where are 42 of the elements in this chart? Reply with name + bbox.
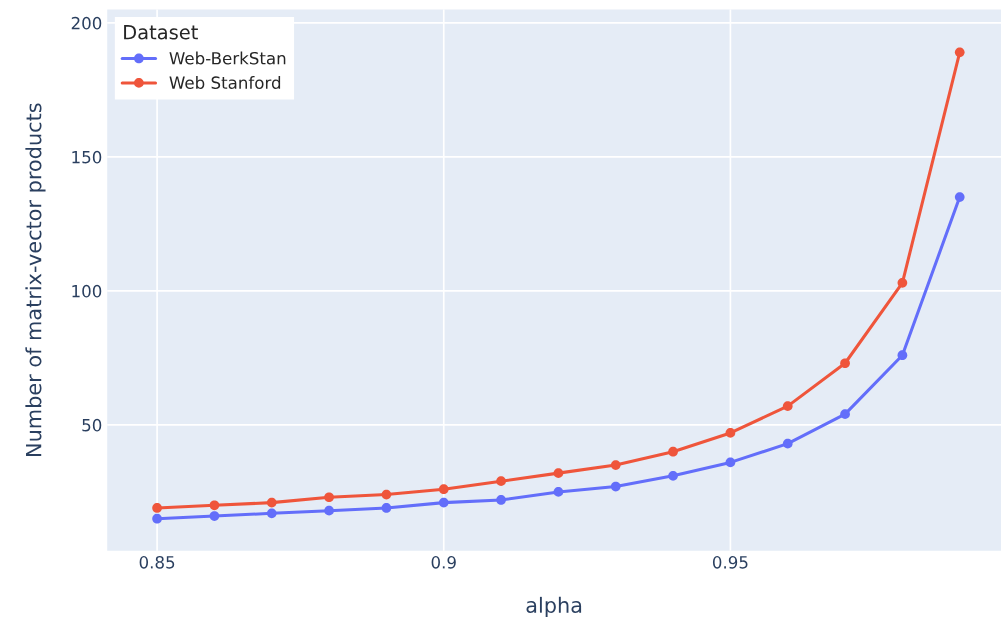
point	[324, 492, 334, 503]
x-tick-label: 0.85	[139, 556, 175, 569]
point	[209, 500, 220, 511]
point	[897, 350, 908, 361]
point	[840, 358, 850, 369]
y-tick-label: 150	[72, 150, 102, 164]
point	[266, 508, 277, 519]
point	[152, 503, 162, 513]
point	[152, 513, 162, 524]
point	[324, 505, 334, 516]
point	[381, 489, 392, 500]
point	[496, 476, 506, 487]
point	[610, 460, 621, 470]
y-tick-label: 100	[72, 284, 102, 298]
legend-label: Web Stanford	[169, 76, 281, 89]
x-tick-label: 0.95	[712, 556, 748, 569]
point	[782, 438, 793, 449]
point	[610, 481, 621, 492]
point	[438, 484, 449, 495]
y-tick-label: 200	[71, 16, 102, 30]
point	[553, 468, 564, 478]
point	[438, 497, 449, 508]
point	[381, 503, 392, 513]
point	[897, 277, 908, 288]
point	[725, 428, 736, 438]
point	[954, 192, 965, 202]
legend-title: Dataset	[124, 25, 198, 40]
point	[209, 511, 220, 521]
point	[725, 457, 736, 468]
point	[496, 495, 506, 505]
point	[266, 497, 277, 508]
legend-label: Web-BerkStan	[169, 51, 286, 65]
x-tick-label: 0.9	[431, 556, 456, 569]
point	[668, 470, 678, 481]
point	[782, 401, 793, 411]
point	[553, 487, 564, 497]
y-tick-label: 50	[82, 418, 102, 432]
y-axis-title: Number of matrix-vector products	[25, 103, 46, 456]
point	[668, 446, 678, 457]
point	[954, 47, 965, 58]
x-axis-title: alpha	[526, 596, 582, 618]
point	[840, 409, 850, 420]
